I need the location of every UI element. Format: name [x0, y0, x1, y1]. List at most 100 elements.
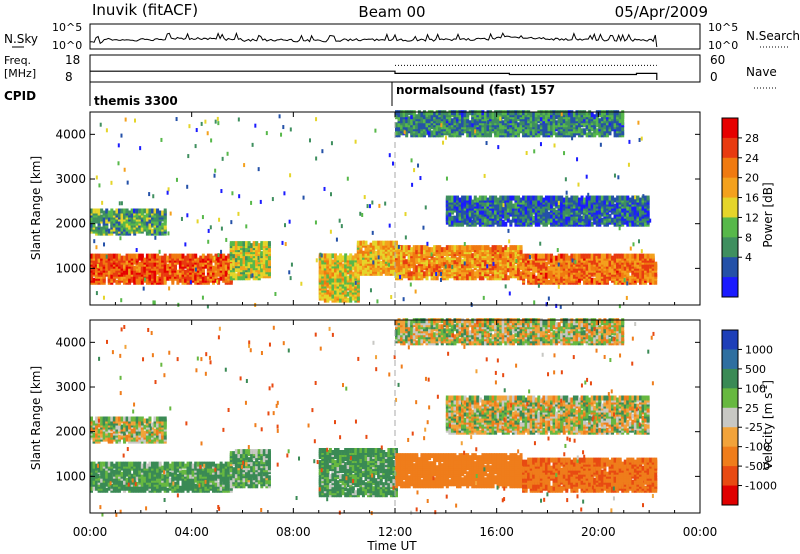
heatmap-cell: [217, 277, 221, 283]
heatmap-cell: [404, 212, 407, 217]
heatmap-cell: [501, 257, 505, 263]
heatmap-cell: [395, 273, 398, 279]
heatmap-cell: [425, 118, 429, 124]
heatmap-cell: [517, 255, 520, 261]
heatmap-cell: [283, 191, 286, 196]
heatmap-cell: [506, 110, 510, 116]
heatmap-cell: [201, 253, 205, 259]
sky-right-tick-bottom: 10^0: [708, 39, 738, 52]
heatmap-cell: [570, 110, 574, 116]
heatmap-cell: [537, 261, 541, 267]
heatmap-cell: [405, 118, 409, 124]
heatmap-cell: [471, 245, 475, 251]
sky-series: [89, 31, 658, 48]
heatmap-cell: [194, 273, 198, 279]
heatmap-cell: [379, 240, 383, 246]
heatmap-cell: [539, 241, 542, 246]
heatmap-cell: [284, 223, 287, 228]
heatmap-cell: [96, 263, 99, 268]
heatmap-cell: [410, 114, 414, 120]
heatmap-cell: [476, 269, 480, 275]
heatmap-cell: [501, 120, 505, 126]
heatmap-cell: [397, 110, 401, 116]
heatmap-cell: [374, 244, 378, 250]
heatmap-cell: [110, 253, 114, 259]
heatmap-cell: [148, 192, 151, 197]
heatmap-cell: [575, 267, 579, 273]
heatmap-cell: [315, 258, 318, 263]
heatmap-cell: [143, 277, 146, 282]
heatmap-cell: [506, 116, 510, 122]
heatmap-cell: [186, 273, 190, 279]
heatmap-cell: [552, 259, 556, 265]
heatmap-cell: [206, 131, 209, 136]
heatmap-cell: [163, 271, 167, 277]
heatmap-cell: [633, 259, 637, 265]
heatmap-cell: [430, 247, 434, 253]
heatmap-cell: [125, 208, 129, 214]
heatmap-cell: [97, 208, 101, 214]
heatmap-cell: [425, 245, 429, 251]
heatmap-cell: [214, 119, 217, 124]
heatmap-cell: [336, 263, 340, 269]
heatmap-cell: [560, 118, 564, 124]
heatmap-cell: [115, 265, 119, 271]
heatmap-cell: [618, 271, 622, 277]
heatmap-cell: [450, 110, 454, 116]
heatmap-cell: [135, 253, 139, 259]
heatmap-cell: [491, 112, 495, 118]
heatmap-cell: [189, 275, 193, 281]
heatmap-cell: [331, 271, 335, 277]
heatmap-cell: [359, 211, 362, 216]
heatmap-cell: [448, 132, 452, 138]
heatmap-cell: [456, 251, 459, 257]
heatmap-cell: [552, 124, 556, 130]
heatmap-cell: [519, 271, 523, 277]
heatmap-cell: [139, 146, 142, 151]
heatmap-cell: [125, 222, 129, 228]
heatmap-cell: [489, 247, 493, 253]
heatmap-cell: [640, 136, 643, 141]
heatmap-cell: [334, 283, 337, 289]
heatmap-cell: [181, 253, 185, 259]
heatmap-cell: [189, 253, 193, 259]
heatmap-cell: [138, 253, 142, 259]
heatmap-cell: [243, 163, 246, 168]
heatmap-cell: [156, 253, 160, 259]
heatmap-cell: [212, 265, 215, 271]
heatmap-cell: [504, 253, 508, 259]
heatmap-cell: [556, 248, 559, 253]
heatmap-cell: [354, 280, 357, 285]
heatmap-cell: [524, 253, 528, 259]
heatmap-cell: [95, 226, 99, 232]
heatmap-cell: [557, 130, 561, 136]
heatmap-cell: [407, 245, 411, 251]
heatmap-cell: [359, 240, 363, 246]
heatmap-cell: [102, 271, 106, 277]
heatmap-cell: [153, 261, 157, 267]
heatmap-cell: [590, 277, 594, 283]
heatmap-cell: [438, 257, 442, 263]
heatmap-cell: [334, 267, 337, 273]
heatmap-cell: [107, 253, 111, 259]
heatmap-cell: [178, 271, 182, 277]
heatmap-cell: [468, 263, 472, 269]
heatmap-cell: [542, 271, 546, 277]
heatmap-cell: [433, 257, 437, 263]
heatmap-cell: [331, 285, 335, 291]
heatmap-cell: [252, 241, 256, 247]
heatmap-cell: [153, 253, 157, 259]
heatmap-cell: [123, 255, 127, 261]
heatmap-cell: [544, 271, 548, 277]
heatmap-cell: [314, 220, 317, 225]
heatmap-cell: [420, 249, 424, 255]
heatmap-cell: [105, 265, 109, 271]
heatmap-cell: [483, 128, 487, 134]
freq-series: [90, 64, 658, 80]
heatmap-cell: [288, 270, 291, 275]
heatmap-cell: [230, 220, 233, 225]
heatmap-cell: [257, 243, 261, 249]
heatmap-cell: [224, 263, 228, 269]
heatmap-cell: [194, 263, 198, 269]
heatmap-cell: [532, 253, 536, 259]
